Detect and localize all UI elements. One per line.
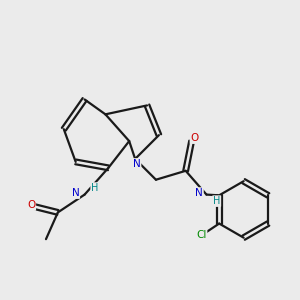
Text: N: N: [195, 188, 203, 198]
Text: O: O: [27, 200, 35, 210]
Text: O: O: [190, 133, 199, 143]
Text: N: N: [71, 188, 79, 198]
Text: N: N: [133, 159, 140, 169]
Text: H: H: [91, 183, 98, 193]
Text: H: H: [213, 196, 220, 206]
Text: Cl: Cl: [196, 230, 206, 241]
